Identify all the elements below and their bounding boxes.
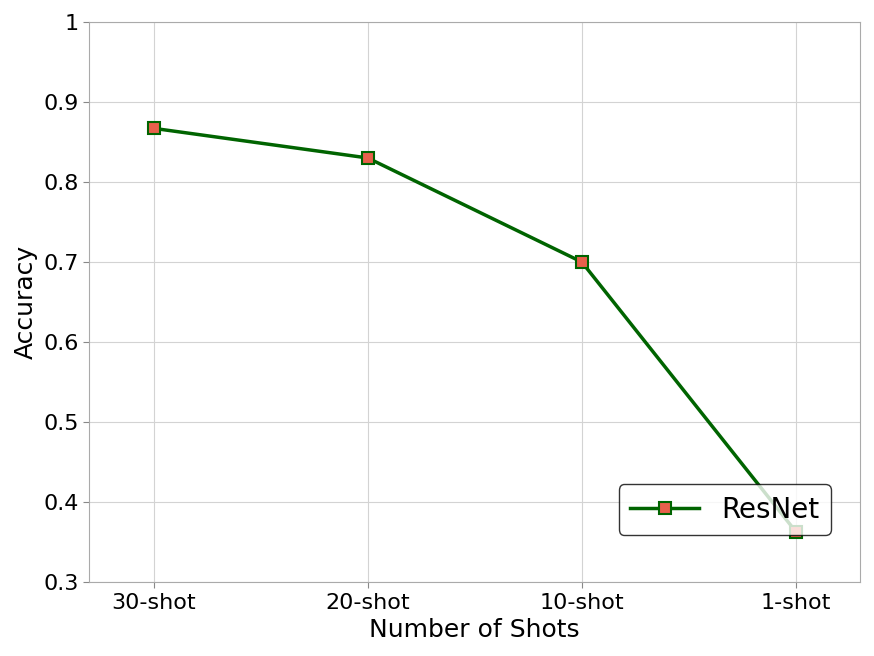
ResNet	[791, 528, 801, 536]
Legend: ResNet: ResNet	[619, 484, 831, 535]
X-axis label: Number of Shots: Number of Shots	[370, 618, 580, 642]
ResNet	[577, 258, 587, 266]
Y-axis label: Accuracy: Accuracy	[14, 245, 38, 359]
ResNet	[363, 154, 373, 162]
Line: ResNet: ResNet	[148, 122, 802, 538]
ResNet	[149, 125, 159, 133]
